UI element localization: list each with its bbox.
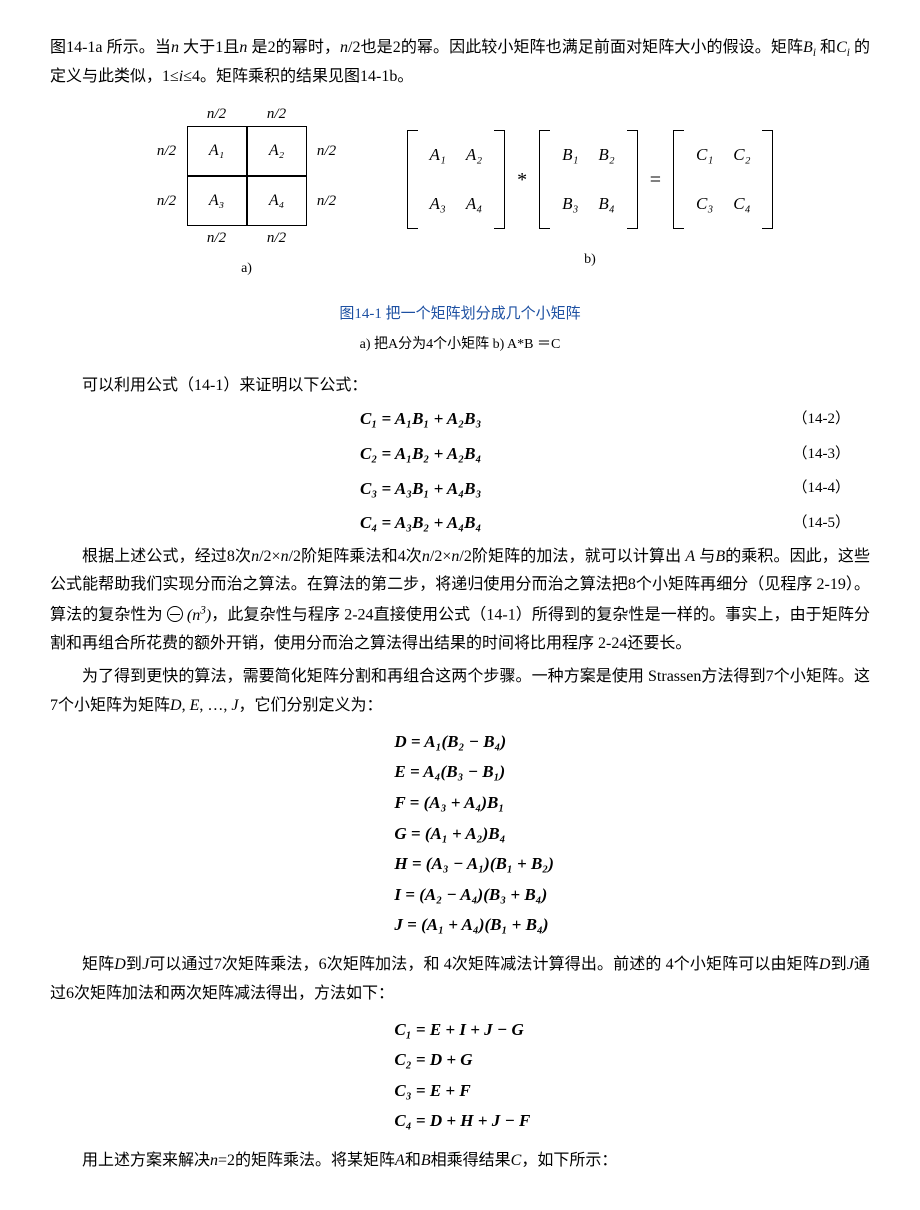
para-6: 用上述方案来解决n=2的矩阵乘法。将某矩阵A和B相乘得结果C，如下所示： bbox=[50, 1147, 870, 1176]
figure-14-1: n/2n/2 n/2 A₁ A₂ n/2 n/2 A₃ A₄ n/2 n/2n/… bbox=[50, 102, 870, 281]
caption-a: a) bbox=[147, 256, 347, 281]
figure-a: n/2n/2 n/2 A₁ A₂ n/2 n/2 A₃ A₄ n/2 n/2n/… bbox=[147, 102, 347, 281]
para-1: 图14-1a 所示。当n 大于1且n 是2的幂时，n/2也是2的幂。因此较小矩阵… bbox=[50, 34, 870, 92]
theta-icon bbox=[167, 606, 183, 622]
para-3: 根据上述公式，经过8次n/2×n/2阶矩阵乘法和4次n/2×n/2阶矩阵的加法，… bbox=[50, 543, 870, 660]
eq-group-2: D = A₁(B₂ − B₄) E = A₄(B₃ − B₁) F = (A₃ … bbox=[50, 727, 870, 941]
para-2: 可以利用公式（14-1）来证明以下公式： bbox=[50, 372, 870, 401]
caption-b: b) bbox=[407, 247, 774, 272]
figure-b: A₁A₂ A₃A₄ * B₁B₂ B₃B₄ = C₁C₂ C₃C₄ b) bbox=[407, 102, 774, 272]
para-5: 矩阵D到J可以通过7次矩阵乘法，6次矩阵加法，和 4次矩阵减法计算得出。前述的 … bbox=[50, 951, 870, 1009]
eq-group-3: C₁ = E + I + J − G C₂ = D + G C₃ = E + F… bbox=[50, 1015, 870, 1137]
figure-caption: 图14-1 把一个矩阵划分成几个小矩阵 bbox=[50, 301, 870, 328]
eq-group-1: C₁ = A₁B₁ + A₂B₃（14-2） C₂ = A₁B₂ + A₂B₄（… bbox=[50, 404, 870, 538]
para-4: 为了得到更快的算法，需要简化矩阵分割和再组合这两个步骤。一种方案是使用 Stra… bbox=[50, 663, 870, 721]
figure-subcaption: a) 把A分为4个小矩阵 b) A*B ＝C bbox=[50, 332, 870, 357]
